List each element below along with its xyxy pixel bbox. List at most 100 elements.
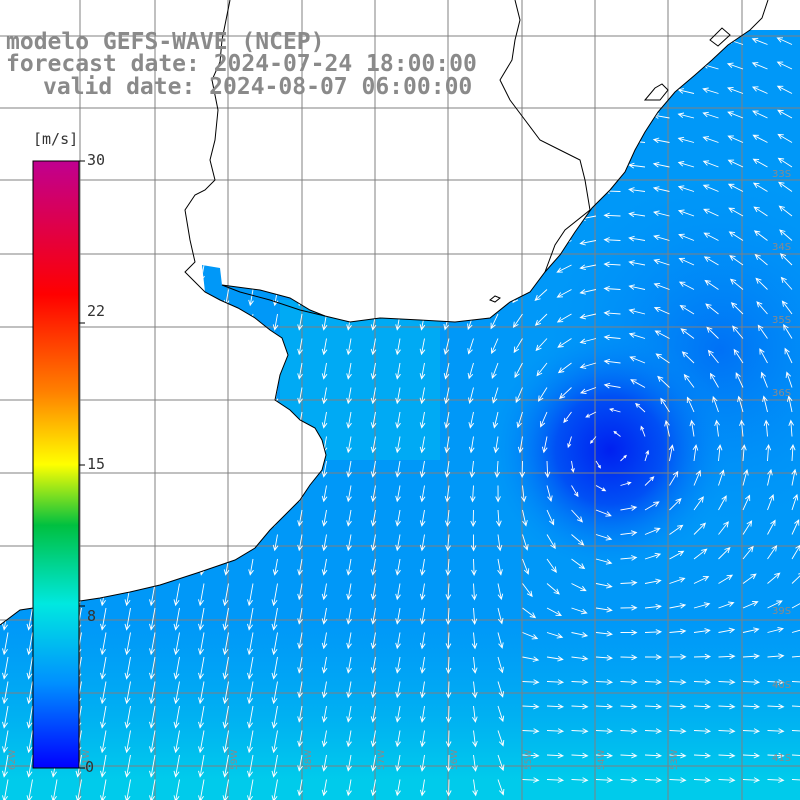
wind-arrow (346, 681, 352, 699)
wind-arrow (370, 730, 377, 748)
wind-arrow (556, 215, 572, 224)
wind-arrow (541, 436, 548, 454)
wind-arrow (557, 362, 572, 374)
wind-arrow (490, 313, 499, 330)
wind-arrow (466, 289, 474, 306)
wind-arrow (693, 777, 712, 783)
wind-arrow (628, 113, 646, 120)
wind-arrow (742, 728, 761, 734)
wind-arrow (716, 444, 723, 462)
wind-arrow (728, 14, 743, 20)
wind-arrow (595, 606, 613, 613)
wind-arrow (321, 754, 328, 772)
wind-arrow (491, 362, 499, 379)
lon-label-62w: 62W (8, 750, 18, 770)
wind-arrow (595, 655, 614, 661)
wind-arrow (419, 534, 426, 552)
wind-arrow (26, 705, 33, 729)
wind-arrow (679, 305, 695, 315)
wind-arrow (555, 44, 572, 52)
wind-arrow (101, 191, 107, 209)
wind-arrow (395, 730, 401, 748)
wind-arrow (727, 183, 744, 192)
wind-arrow (466, 240, 474, 257)
wind-arrow (149, 607, 156, 631)
wind-arrow (742, 573, 757, 584)
wind-arrow (556, 264, 572, 273)
wind-arrow (742, 494, 751, 511)
wind-arrow (669, 703, 687, 710)
wind-arrow (595, 509, 612, 517)
wind-arrow (718, 752, 736, 759)
wind-arrow (512, 264, 523, 279)
wind-arrow (532, 93, 548, 104)
wind-arrow (272, 338, 279, 356)
colorbar-tick-30: 30 (87, 151, 106, 169)
wind-arrow (757, 324, 768, 339)
wind-arrow (778, 181, 793, 192)
wind-arrow (534, 289, 548, 302)
wind-arrow (595, 752, 614, 759)
wind-arrow (346, 509, 352, 527)
wind-arrow (173, 583, 180, 607)
wind-arrow (718, 601, 735, 609)
wind-arrow (271, 681, 278, 705)
wind-arrow (511, 240, 523, 254)
wind-arrow (654, 330, 670, 339)
wind-arrow (271, 607, 278, 631)
wind-arrow (546, 752, 565, 759)
wind-arrow (124, 681, 131, 705)
wind-arrow (570, 460, 575, 473)
wind-arrow (271, 705, 278, 729)
wind-arrow (718, 777, 736, 783)
wind-arrow (346, 411, 352, 429)
wind-arrow (466, 215, 474, 232)
wind-arrow (247, 583, 254, 607)
wind-arrow (579, 117, 597, 123)
wind-arrow (370, 509, 377, 527)
wind-arrow (628, 89, 646, 96)
wind-arrow (644, 752, 663, 759)
wind-arrow (173, 656, 180, 680)
wind-arrow (346, 289, 352, 307)
wind-arrow (652, 161, 670, 168)
wind-arrow (620, 752, 638, 759)
wind-arrow (678, 281, 695, 290)
wind-arrow (644, 501, 660, 511)
wind-arrow (199, 142, 205, 160)
wind-arrow (519, 460, 526, 479)
wind-arrow (321, 730, 328, 748)
wind-arrow (444, 485, 451, 503)
wind-arrow (546, 607, 563, 616)
wind-arrow (702, 184, 719, 192)
wind-arrow (640, 425, 646, 437)
wind-arrow (767, 703, 785, 710)
wind-arrow (791, 728, 800, 734)
wind-arrow (669, 497, 682, 511)
wind-arrow (248, 436, 254, 454)
wind-arrow (629, 356, 646, 364)
wind-arrow (767, 777, 785, 783)
wind-arrow (26, 632, 33, 656)
wind-arrow (419, 607, 426, 625)
wind-arrow (546, 485, 553, 503)
wind-arrow (445, 558, 451, 577)
wind-arrow (199, 191, 205, 209)
wind-arrow (174, 411, 181, 429)
wind-arrow (742, 703, 761, 710)
wind-arrow (533, 142, 548, 153)
wind-arrow (321, 215, 328, 233)
wind-arrow (620, 530, 638, 536)
wind-arrow (395, 754, 401, 772)
wind-arrow (395, 779, 401, 797)
wind-arrow (595, 703, 614, 710)
wind-arrow (669, 679, 687, 685)
wind-arrow (321, 338, 328, 356)
wind-arrow (222, 705, 229, 729)
wind-arrow (628, 308, 646, 315)
wind-arrow (395, 436, 401, 454)
wind-arrow (752, 158, 768, 168)
wind-arrow (174, 289, 181, 307)
wind-arrow (199, 387, 205, 405)
wind-arrow (555, 191, 572, 199)
